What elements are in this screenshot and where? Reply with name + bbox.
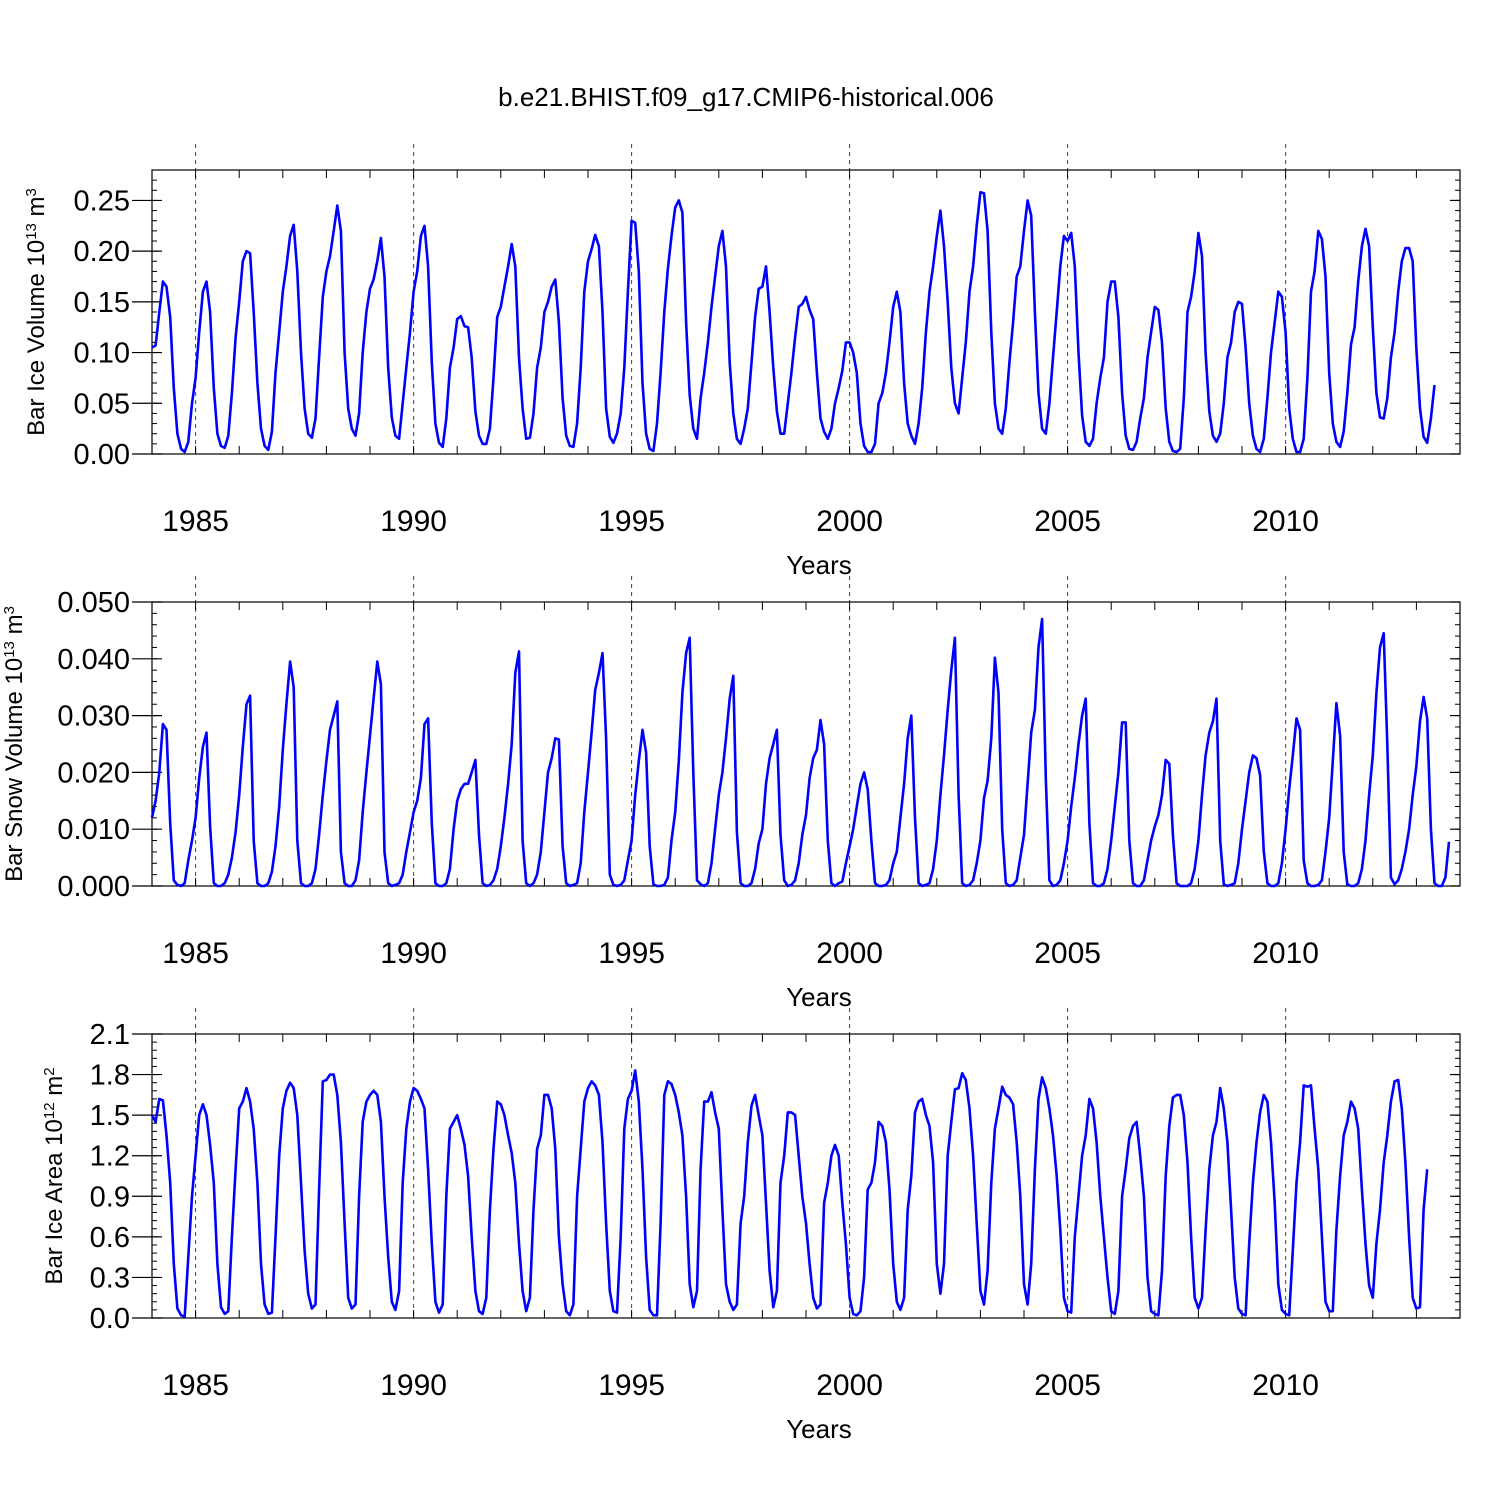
y-axis-label: Bar Ice Volume 1013 m3 — [23, 188, 51, 436]
y-axis-label-superscript: 3 — [23, 188, 40, 196]
y-tick-label: 0.15 — [74, 287, 130, 319]
series-line — [150, 1069, 1429, 1318]
x-tick-label: 2000 — [816, 505, 883, 538]
y-axis-label-part: Bar Ice Volume 10 — [23, 240, 50, 436]
y-axis-label: Bar Snow Volume 1013 m3 — [1, 606, 29, 882]
x-tick-label: 1995 — [598, 1369, 665, 1402]
y-tick-label: 0.00 — [74, 439, 130, 471]
y-tick-label: 0.9 — [90, 1181, 130, 1213]
x-tick-label: 2005 — [1034, 937, 1101, 970]
x-tick-label: 1990 — [380, 937, 447, 970]
y-axis-label-superscript: 12 — [41, 1102, 58, 1119]
x-tick-label: 1995 — [598, 505, 665, 538]
y-tick-label: 2.1 — [90, 1019, 130, 1051]
y-tick-label: 0.05 — [74, 388, 130, 420]
y-tick-label: 1.8 — [90, 1060, 130, 1092]
y-tick-label: 0.020 — [57, 757, 130, 789]
y-tick-label: 0.20 — [74, 236, 130, 268]
x-axis-label: Years — [786, 982, 852, 1012]
x-tick-label: 1985 — [162, 1369, 229, 1402]
x-tick-label: 2000 — [816, 937, 883, 970]
y-tick-label: 0.6 — [90, 1222, 130, 1254]
y-axis-label-superscript: 2 — [41, 1067, 58, 1075]
y-tick-label: 0.000 — [57, 871, 130, 903]
y-axis-label-part: m — [23, 196, 50, 223]
y-tick-label: 1.2 — [90, 1141, 130, 1173]
x-tick-label: 1995 — [598, 937, 665, 970]
x-tick-label: 2010 — [1252, 1369, 1319, 1402]
y-tick-label: 0.040 — [57, 644, 130, 676]
x-tick-label: 1990 — [380, 1369, 447, 1402]
x-tick-label: 2010 — [1252, 505, 1319, 538]
y-axis-label-superscript: 13 — [1, 641, 18, 658]
y-tick-label: 1.5 — [90, 1100, 130, 1132]
y-axis-label-part: m — [1, 614, 28, 641]
y-tick-label: 0.030 — [57, 701, 130, 733]
x-tick-label: 2005 — [1034, 505, 1101, 538]
x-axis-label: Years — [786, 550, 852, 580]
figure-title: b.e21.BHIST.f09_g17.CMIP6-historical.006 — [498, 82, 994, 112]
x-tick-label: 2000 — [816, 1369, 883, 1402]
y-tick-label: 0.0 — [90, 1303, 130, 1335]
x-tick-label: 1985 — [162, 505, 229, 538]
y-axis-label-part: Bar Snow Volume 10 — [1, 658, 28, 882]
series-line — [151, 191, 1436, 454]
y-tick-label: 0.010 — [57, 814, 130, 846]
ice-volume-panel: 0.00 0.05 0.10 0.15 0.20 0.25 1985 1990 1995 2000… — [23, 144, 1461, 580]
y-axis-label: Bar Ice Area 1012 m2 — [41, 1067, 69, 1284]
x-axis-label: Years — [786, 1414, 852, 1444]
snow-volume-panel: 0.000 0.010 0.020 0.030 0.040 0.050 1985 1990 19… — [1, 576, 1461, 1012]
y-axis-label-part: Bar Ice Area 10 — [41, 1119, 68, 1284]
y-axis-label-superscript: 13 — [23, 223, 40, 240]
series-line — [150, 617, 1451, 888]
x-tick-label: 1990 — [380, 505, 447, 538]
y-tick-label: 0.050 — [57, 587, 130, 619]
x-tick-label: 2005 — [1034, 1369, 1101, 1402]
y-axis-label-part: m — [41, 1076, 68, 1103]
y-tick-label: 0.10 — [74, 338, 130, 370]
ice-area-panel: 0.0 0.3 0.6 0.9 1.2 1.5 1.8 2.1 1985 1990 1995 2000… — [41, 1008, 1461, 1444]
y-axis-label-superscript: 3 — [1, 606, 18, 614]
y-tick-label: 0.3 — [90, 1262, 130, 1294]
y-tick-label: 0.25 — [74, 185, 130, 217]
x-tick-label: 2010 — [1252, 937, 1319, 970]
x-tick-label: 1985 — [162, 937, 229, 970]
